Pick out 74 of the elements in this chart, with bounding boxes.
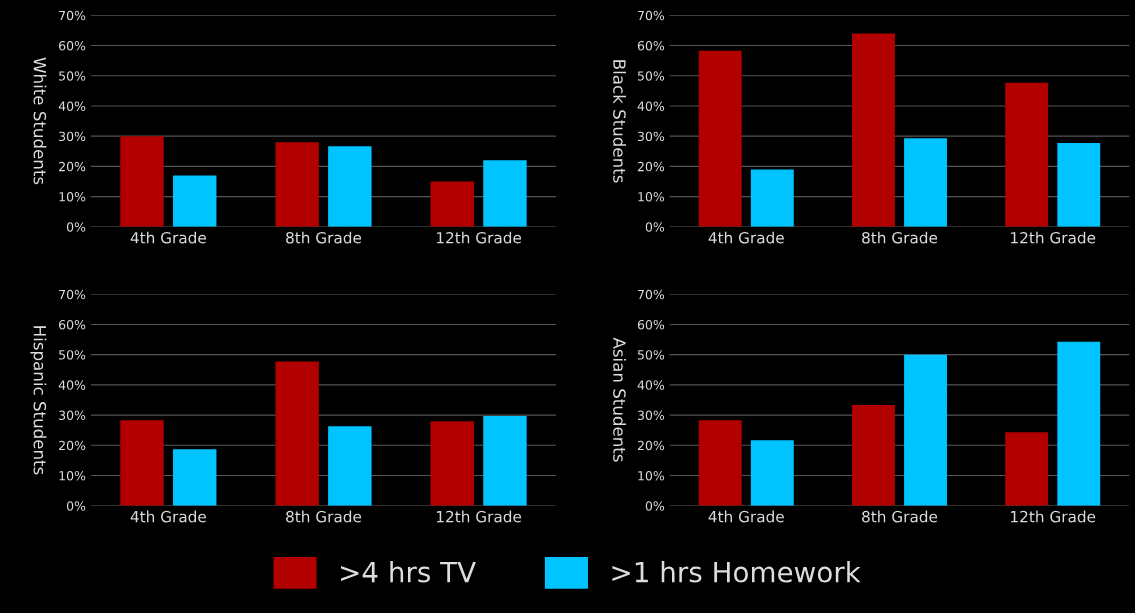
y-tick-label: 0% <box>66 501 86 511</box>
y-tick-label: 40% <box>58 380 86 390</box>
y-tick-label: 60% <box>637 41 665 51</box>
bar <box>430 421 474 506</box>
y-tick-label: 70% <box>638 289 665 300</box>
bar <box>851 405 895 506</box>
x-tick-label: 4th Grade <box>130 231 206 244</box>
x-tick-label: 8th Grade <box>286 231 362 244</box>
bar <box>1057 143 1101 227</box>
legend-label: >4 hrs TV <box>341 561 476 583</box>
y-tick-label: 40% <box>637 101 665 111</box>
y-tick-label: 10% <box>638 470 665 481</box>
bar <box>483 160 527 227</box>
bar <box>1005 82 1049 227</box>
bar <box>275 361 319 506</box>
y-tick-label: 50% <box>637 350 665 360</box>
y-tick-label: 10% <box>59 192 86 202</box>
bar <box>698 420 742 506</box>
bar <box>483 415 527 506</box>
y-tick-label: 0% <box>66 222 86 232</box>
bar <box>430 181 474 227</box>
x-tick-label: 8th Grade <box>286 510 362 523</box>
y-tick-label: 30% <box>637 131 665 142</box>
x-tick-label: 4th Grade <box>708 510 784 523</box>
y-tick-label: 70% <box>59 289 86 300</box>
y-tick-label: 60% <box>637 319 665 330</box>
bar <box>904 354 947 506</box>
bar <box>750 169 794 227</box>
y-tick-label: 20% <box>637 440 665 451</box>
y-tick-label: 70% <box>59 10 86 21</box>
y-tick-label: 10% <box>638 192 665 202</box>
y-tick-label: 60% <box>59 41 86 51</box>
x-tick-label: 8th Grade <box>862 510 938 523</box>
bar <box>275 142 319 227</box>
x-tick-label: 8th Grade <box>862 231 938 244</box>
x-tick-label: 12th Grade <box>1011 231 1096 244</box>
y-tick-label: 50% <box>59 71 86 81</box>
x-tick-label: 4th Grade <box>708 231 784 244</box>
y-tick-label: 40% <box>637 380 665 390</box>
bar <box>1057 341 1101 506</box>
y-axis-title: Black Students <box>613 60 627 183</box>
x-tick-label: 12th Grade <box>437 231 522 244</box>
bar <box>328 146 372 227</box>
y-axis-title: White Students <box>33 57 47 185</box>
bar <box>120 420 164 506</box>
legend-label: >1 hrs Homework <box>612 561 861 583</box>
bar <box>904 138 947 227</box>
y-tick-label: 20% <box>637 161 665 172</box>
y-tick-label: 60% <box>59 319 86 330</box>
bar <box>750 440 794 506</box>
y-tick-label: 30% <box>59 410 86 421</box>
y-tick-label: 50% <box>59 350 86 360</box>
y-tick-label: 0% <box>645 222 665 232</box>
bar <box>120 136 164 227</box>
y-tick-label: 20% <box>59 440 86 451</box>
bar <box>698 50 742 227</box>
y-tick-label: 10% <box>59 470 86 481</box>
x-tick-label: 12th Grade <box>1011 510 1096 523</box>
bar <box>173 175 217 227</box>
y-tick-label: 50% <box>637 71 665 81</box>
y-tick-label: 30% <box>637 410 665 421</box>
x-tick-label: 12th Grade <box>437 510 522 523</box>
bar <box>173 449 217 506</box>
bar <box>1005 432 1049 506</box>
y-tick-label: 0% <box>645 501 665 511</box>
y-tick-label: 20% <box>59 161 86 172</box>
y-tick-label: 70% <box>638 10 665 21</box>
y-tick-label: 40% <box>58 101 86 111</box>
bar <box>851 33 895 227</box>
bar <box>328 426 372 506</box>
x-tick-label: 4th Grade <box>130 510 206 523</box>
y-axis-title: Hispanic Students <box>30 326 47 475</box>
y-tick-label: 30% <box>59 131 86 142</box>
y-axis-title: Asian Students <box>613 337 627 462</box>
